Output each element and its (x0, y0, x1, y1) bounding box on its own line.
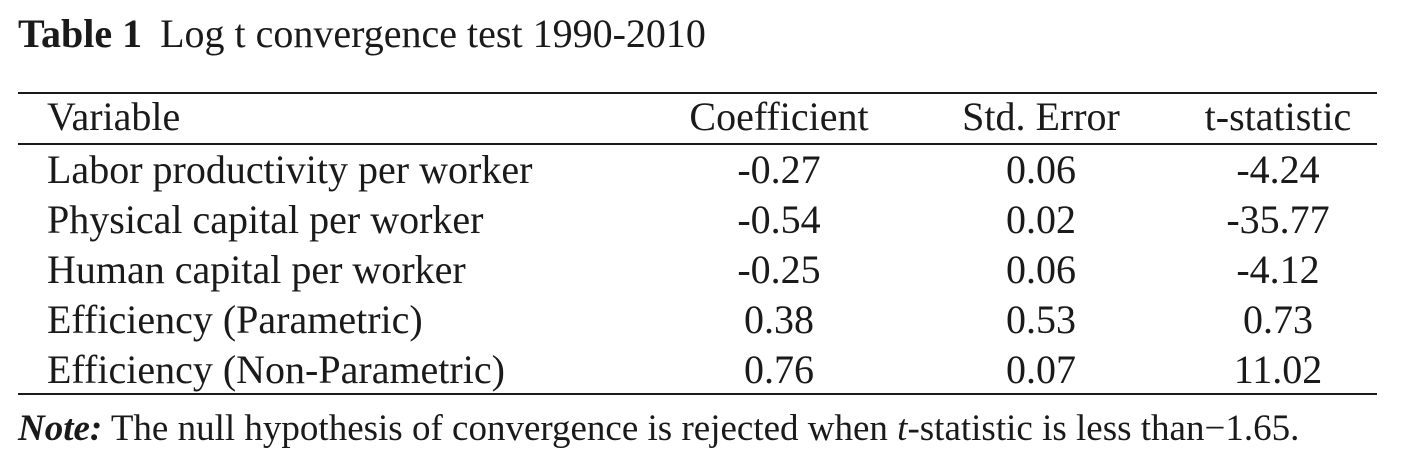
coefficient-cell: -0.25 (737, 247, 821, 292)
variable-cell: Efficiency (Parametric) (47, 297, 423, 342)
header-rule (18, 143, 1377, 145)
table-title: Log t convergence test 1990-2010 (160, 11, 706, 56)
t-statistic-cell: -4.24 (1236, 147, 1320, 192)
t-statistic-cell: -35.77 (1226, 197, 1330, 242)
note-text-continued: -statistic is less than (907, 408, 1205, 449)
table-row: Efficiency (Parametric) 0.38 0.53 0.73 (18, 295, 1377, 345)
coefficient-cell: -0.27 (737, 147, 821, 192)
table-body: Labor productivity per worker -0.27 0.06… (18, 145, 1377, 395)
table-header-row: Variable Coefficient Std. Error t-statis… (18, 94, 1377, 143)
variable-cell: Labor productivity per worker (47, 147, 533, 192)
note-label: Note: (18, 408, 103, 449)
note-italic-t: t (897, 408, 908, 449)
coefficient-cell: 0.38 (744, 297, 814, 342)
table-row: Human capital per worker -0.25 0.06 -4.1… (18, 245, 1377, 295)
coefficient-cell: -0.54 (737, 197, 821, 242)
column-header: t-statistic (1204, 94, 1352, 139)
variable-cell: Efficiency (Non-Parametric) (47, 347, 505, 392)
table-note: Note: The null hypothesis of convergence… (18, 404, 1299, 454)
bottom-rule (18, 393, 1377, 395)
coefficient-cell: 0.76 (744, 347, 814, 392)
std-error-cell: 0.06 (1006, 147, 1076, 192)
column-header: Std. Error (962, 94, 1120, 139)
table-row: Physical capital per worker -0.54 0.02 -… (18, 195, 1377, 245)
t-statistic-cell: 0.73 (1243, 297, 1313, 342)
std-error-cell: 0.53 (1006, 297, 1076, 342)
note-threshold: −1.65. (1204, 408, 1300, 449)
table-row: Efficiency (Non-Parametric) 0.76 0.07 11… (18, 345, 1377, 395)
t-statistic-cell: 11.02 (1233, 347, 1323, 392)
table-caption: Table 1 Log t convergence test 1990-2010 (18, 8, 706, 60)
top-rule (18, 92, 1377, 94)
column-header: Coefficient (689, 94, 869, 139)
std-error-cell: 0.06 (1006, 247, 1076, 292)
table-row: Labor productivity per worker -0.27 0.06… (18, 145, 1377, 195)
t-statistic-cell: -4.12 (1236, 247, 1320, 292)
std-error-cell: 0.02 (1006, 197, 1076, 242)
variable-cell: Physical capital per worker (47, 197, 484, 242)
note-text: The null hypothesis of convergence is re… (102, 408, 898, 449)
table-number: Table 1 (18, 11, 143, 56)
column-header: Variable (47, 94, 181, 139)
variable-cell: Human capital per worker (47, 247, 466, 292)
std-error-cell: 0.07 (1006, 347, 1076, 392)
convergence-table: Variable Coefficient Std. Error t-statis… (18, 94, 1377, 395)
